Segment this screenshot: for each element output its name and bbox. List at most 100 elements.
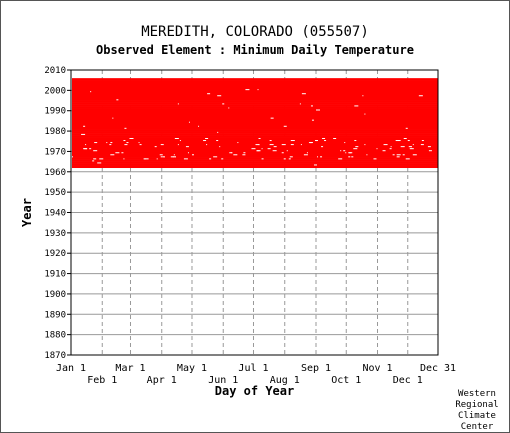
data-gap <box>427 146 431 148</box>
data-gap <box>269 140 272 142</box>
data-gap <box>139 144 142 146</box>
data-gap <box>320 156 323 158</box>
data-gap <box>126 142 129 144</box>
data-gap <box>301 93 306 95</box>
year-data-band <box>72 149 438 152</box>
x-tick-label: Aug 1 <box>270 375 300 386</box>
data-gap <box>405 158 410 160</box>
year-data-band <box>72 163 438 166</box>
y-tick-label: 1930 <box>44 229 66 239</box>
data-gap <box>283 125 287 127</box>
data-gap <box>310 105 313 107</box>
data-gap <box>353 148 358 150</box>
year-data-band <box>72 120 438 124</box>
data-gap <box>273 146 277 148</box>
data-gap <box>205 137 209 139</box>
data-gap <box>283 158 286 160</box>
data-gap <box>174 156 176 158</box>
year-data-band <box>72 100 438 103</box>
data-gap <box>313 164 317 166</box>
data-gap <box>94 142 98 144</box>
data-gap <box>272 150 277 152</box>
year-data-band <box>72 80 438 83</box>
data-gap <box>83 125 86 127</box>
data-gap <box>144 158 149 160</box>
y-tick-label: 1950 <box>44 188 66 198</box>
year-data-band <box>72 129 438 132</box>
data-gap <box>299 103 301 105</box>
data-gap <box>420 144 424 146</box>
year-data-band <box>72 137 438 140</box>
year-data-band <box>72 104 438 107</box>
data-gap <box>362 95 364 97</box>
y-tick-label: 2000 <box>44 86 66 96</box>
chart-title: MEREDITH, COLORADO (055507) <box>141 24 369 40</box>
year-data-band <box>72 153 438 156</box>
data-gap <box>403 137 407 139</box>
year-data-band <box>72 145 438 148</box>
y-tick-label: 1970 <box>44 147 66 157</box>
data-gap <box>290 140 295 142</box>
data-gap <box>351 156 354 158</box>
data-gap <box>261 148 263 150</box>
data-gap <box>343 150 346 152</box>
data-gap <box>109 144 112 146</box>
data-gap <box>407 140 410 142</box>
data-gap <box>281 152 284 154</box>
data-gap <box>311 119 314 121</box>
year-data-band <box>72 84 438 87</box>
year-data-band <box>72 82 438 85</box>
year-data-band <box>72 143 438 146</box>
data-gap <box>162 156 165 158</box>
data-gap <box>207 93 211 95</box>
y-tick-label: 1920 <box>44 249 66 259</box>
year-data-band <box>72 159 438 162</box>
credit-line: Regional <box>455 400 499 410</box>
data-gap <box>187 152 189 154</box>
year-data-band <box>72 92 438 95</box>
data-gap <box>364 144 366 146</box>
data-gap <box>99 158 104 160</box>
data-gap <box>412 154 417 156</box>
y-axis-title: Year <box>20 198 34 227</box>
data-gap <box>85 144 87 146</box>
data-gap <box>188 121 190 123</box>
data-gap <box>289 156 293 158</box>
data-gap <box>89 148 92 150</box>
data-gap <box>71 156 73 158</box>
data-gap <box>156 158 158 160</box>
year-data-band <box>72 133 438 136</box>
data-gap <box>408 146 412 148</box>
data-gap <box>267 148 271 150</box>
y-tick-label: 1910 <box>44 270 66 280</box>
data-gap <box>160 156 163 158</box>
data-gap <box>396 154 401 156</box>
data-gap <box>258 137 261 139</box>
data-gap <box>314 140 317 142</box>
data-gap <box>198 125 200 127</box>
data-gap <box>160 144 164 146</box>
x-tick-label: Jan 1 <box>56 363 86 374</box>
data-gap <box>397 140 401 142</box>
year-data-band <box>72 139 438 142</box>
data-gap <box>159 154 163 156</box>
plot-border <box>70 69 439 356</box>
y-tick-label: 1890 <box>44 310 66 320</box>
data-gap <box>354 140 357 142</box>
data-gap <box>392 154 395 156</box>
data-gap <box>333 137 337 139</box>
data-gap <box>222 103 225 105</box>
year-data-band <box>72 124 438 128</box>
data-gap <box>228 107 230 109</box>
year-data-band <box>72 122 438 126</box>
data-gap <box>418 95 423 97</box>
data-gap <box>269 144 274 146</box>
data-gap <box>177 144 179 146</box>
data-gap <box>237 142 239 144</box>
data-gap <box>251 148 256 150</box>
data-gap <box>242 154 246 156</box>
data-gap <box>123 140 126 142</box>
year-data-band <box>72 157 438 160</box>
x-tick-label: Jun 1 <box>208 375 238 386</box>
